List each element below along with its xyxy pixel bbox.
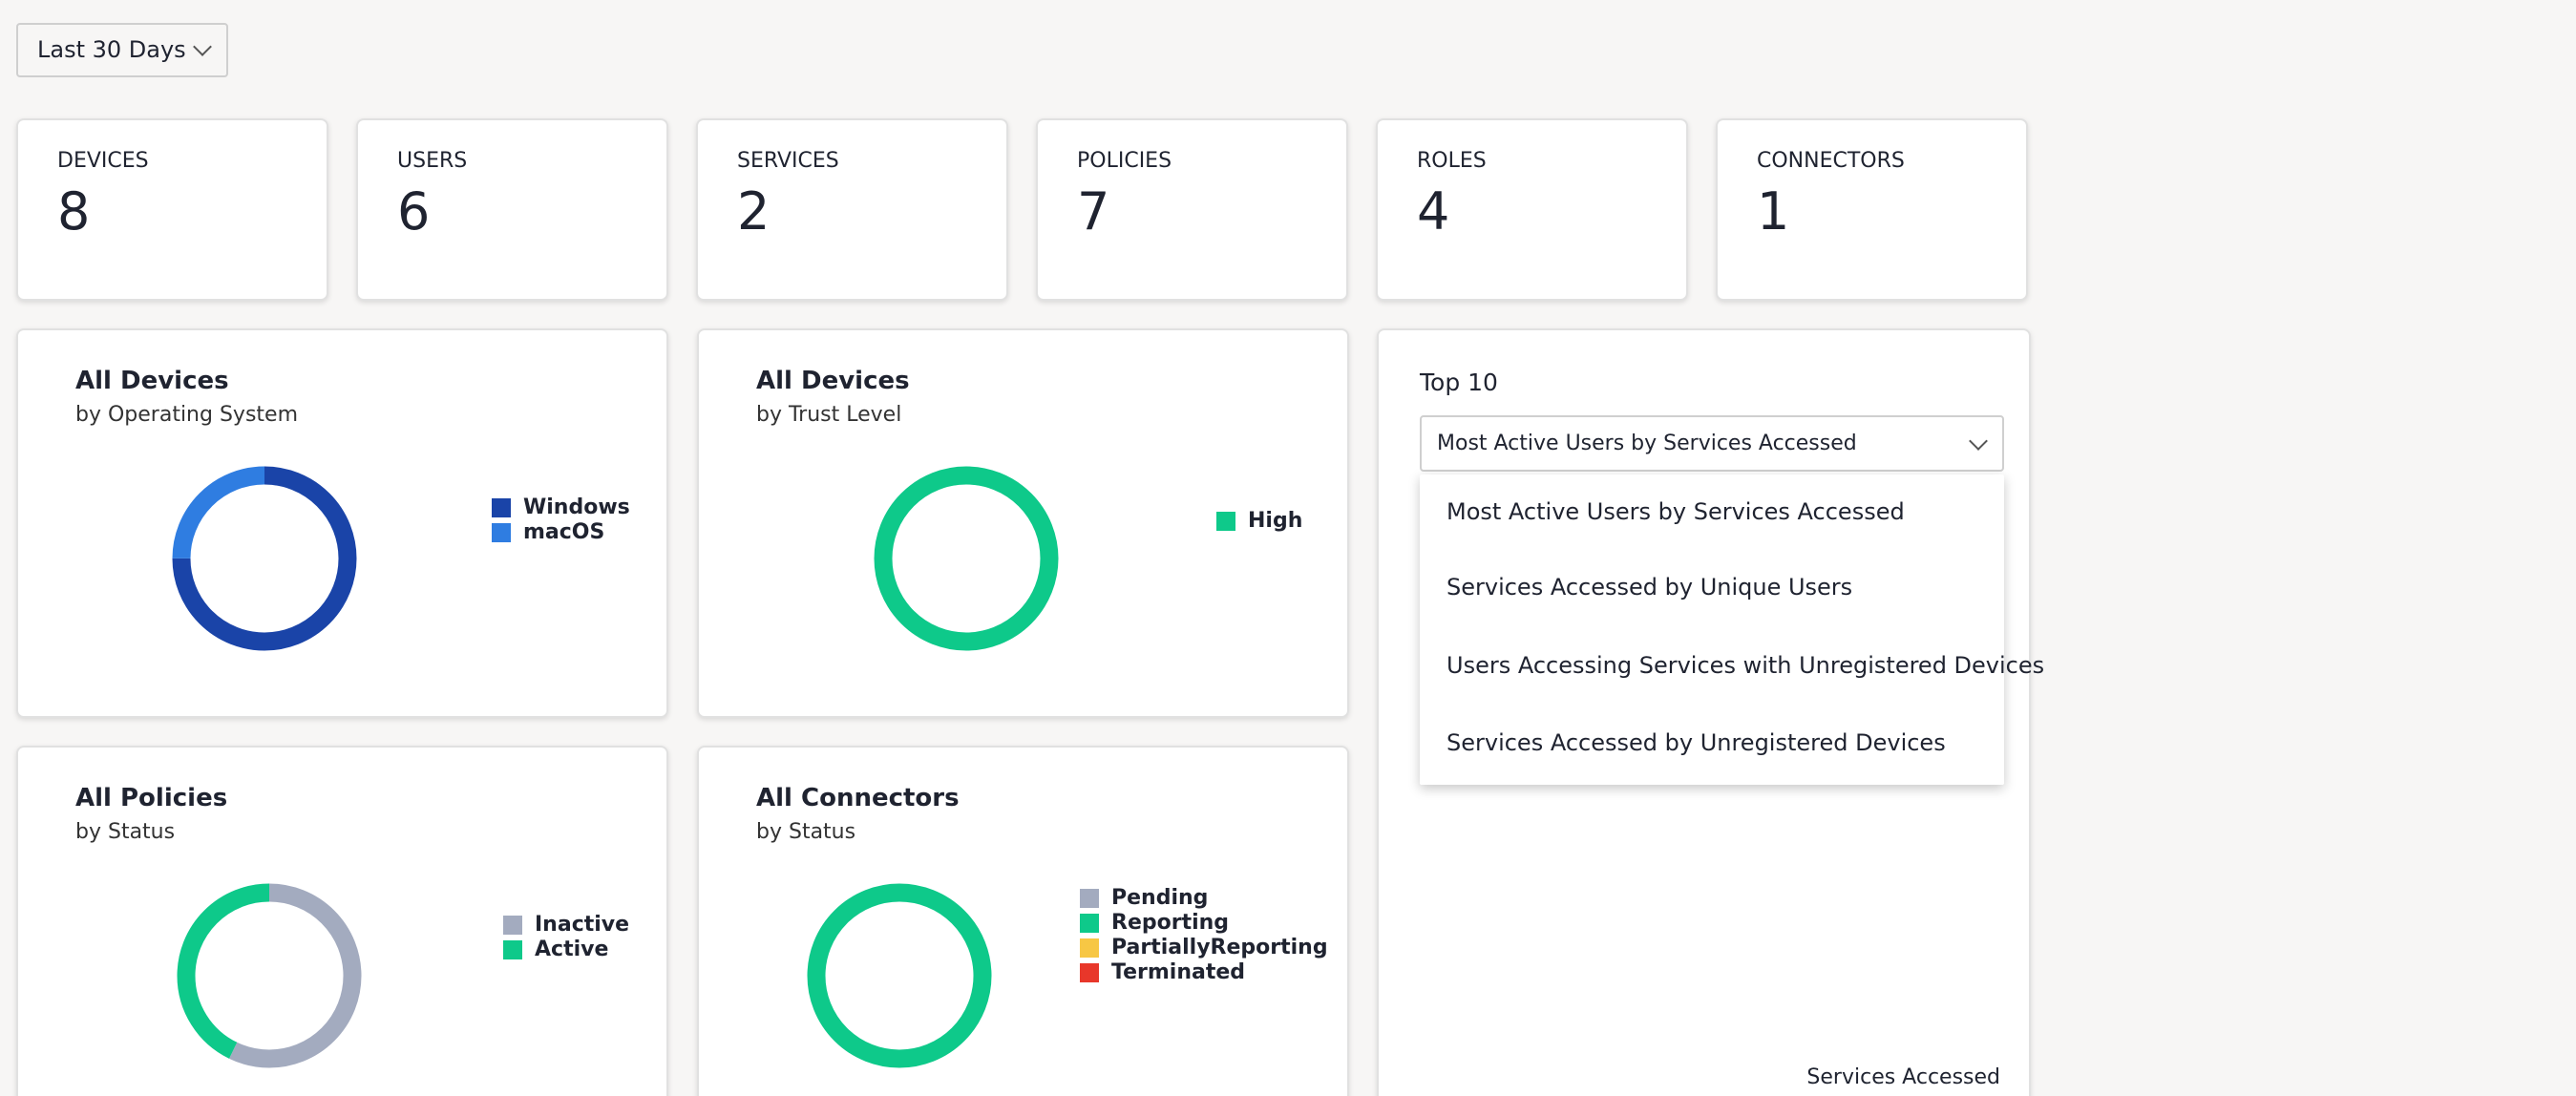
chart-card: All Connectors by Status Pending Reporting P…	[697, 746, 1349, 1096]
donut-chart	[172, 466, 357, 651]
stat-label: USERS	[397, 149, 468, 173]
stat-value: 1	[1757, 181, 1790, 242]
legend-label: PartiallyReporting	[1111, 936, 1328, 959]
top10-title: Top 10	[1420, 369, 1498, 396]
chart-title: All Devices	[75, 367, 229, 395]
stat-value: 4	[1417, 181, 1450, 242]
donut-chart	[177, 883, 362, 1068]
stat-value: 2	[737, 181, 771, 242]
date-filter-label: Last 30 Days	[37, 36, 186, 63]
legend-label: Windows	[523, 495, 630, 519]
stat-label: DEVICES	[57, 149, 149, 173]
stat-card: POLICIES 7	[1036, 118, 1348, 301]
date-filter[interactable]: Last 30 Days	[16, 23, 228, 77]
chart-subtitle: by Status	[756, 820, 856, 844]
stat-card: SERVICES 2	[696, 118, 1008, 301]
legend-swatch	[492, 523, 511, 542]
top10-option[interactable]: Users Accessing Services with Unregister…	[1446, 652, 2045, 679]
x-axis-label: Services Accessed	[1806, 1065, 2000, 1089]
stat-value: 6	[397, 181, 431, 242]
stat-label: ROLES	[1417, 149, 1487, 173]
chart-subtitle: by Operating System	[75, 403, 298, 427]
top10-option[interactable]: Services Accessed by Unique Users	[1446, 574, 1853, 601]
stat-label: CONNECTORS	[1757, 149, 1905, 173]
legend-label: Pending	[1111, 886, 1209, 910]
donut-segment	[177, 883, 362, 1068]
top10-select-value: Most Active Users by Services Accessed	[1437, 432, 1857, 455]
chart-card: All Devices by Trust Level High	[697, 328, 1349, 718]
donut-chart	[874, 466, 1059, 651]
caret	[1969, 432, 1988, 451]
donut-chart	[807, 883, 992, 1068]
stat-card: ROLES 4	[1376, 118, 1688, 301]
chart-subtitle: by Trust Level	[756, 403, 902, 427]
legend-label: macOS	[523, 520, 605, 544]
stat-label: POLICIES	[1077, 149, 1172, 173]
donut-segment	[807, 883, 992, 1068]
caret	[193, 37, 212, 56]
legend-swatch	[1080, 914, 1099, 933]
stat-label: SERVICES	[737, 149, 839, 173]
legend-swatch	[503, 916, 522, 935]
chart-subtitle: by Status	[75, 820, 176, 844]
chart-card: All Policies by Status Inactive Active	[16, 746, 668, 1096]
chart-title: All Connectors	[756, 784, 960, 812]
legend-swatch	[1080, 889, 1099, 908]
legend-swatch	[1216, 512, 1235, 531]
chart-title: All Policies	[75, 784, 228, 812]
stat-value: 7	[1077, 181, 1110, 242]
stat-value: 8	[57, 181, 91, 242]
legend-swatch	[492, 498, 511, 517]
legend-label: Inactive	[535, 913, 630, 937]
donut-segment	[172, 466, 357, 651]
stat-card: USERS 6	[356, 118, 668, 301]
stat-card: CONNECTORS 1	[1716, 118, 2028, 301]
chart-title: All Devices	[756, 367, 910, 395]
legend-swatch	[503, 940, 522, 959]
legend-label: Reporting	[1111, 911, 1230, 935]
legend-label: Terminated	[1111, 960, 1246, 984]
top10-option[interactable]: Most Active Users by Services Accessed	[1446, 498, 1905, 525]
top10-card: Top 10 Most Active Users by Services Acce…	[1377, 328, 2044, 1096]
stat-card: DEVICES 8	[16, 118, 328, 301]
donut-segment	[874, 466, 1059, 651]
legend-label: Active	[535, 938, 609, 961]
legend-swatch	[1080, 938, 1099, 958]
top10-select[interactable]: Most Active Users by Services Accessed	[1420, 415, 2004, 472]
top10-option[interactable]: Services Accessed by Unregistered Device…	[1446, 729, 1946, 756]
legend-label: High	[1248, 509, 1303, 533]
legend-swatch	[1080, 963, 1099, 982]
chart-card: All Devices by Operating System Windows mac…	[16, 328, 668, 718]
top10-menu: Most Active Users by Services Accessed Se…	[1420, 474, 2044, 785]
